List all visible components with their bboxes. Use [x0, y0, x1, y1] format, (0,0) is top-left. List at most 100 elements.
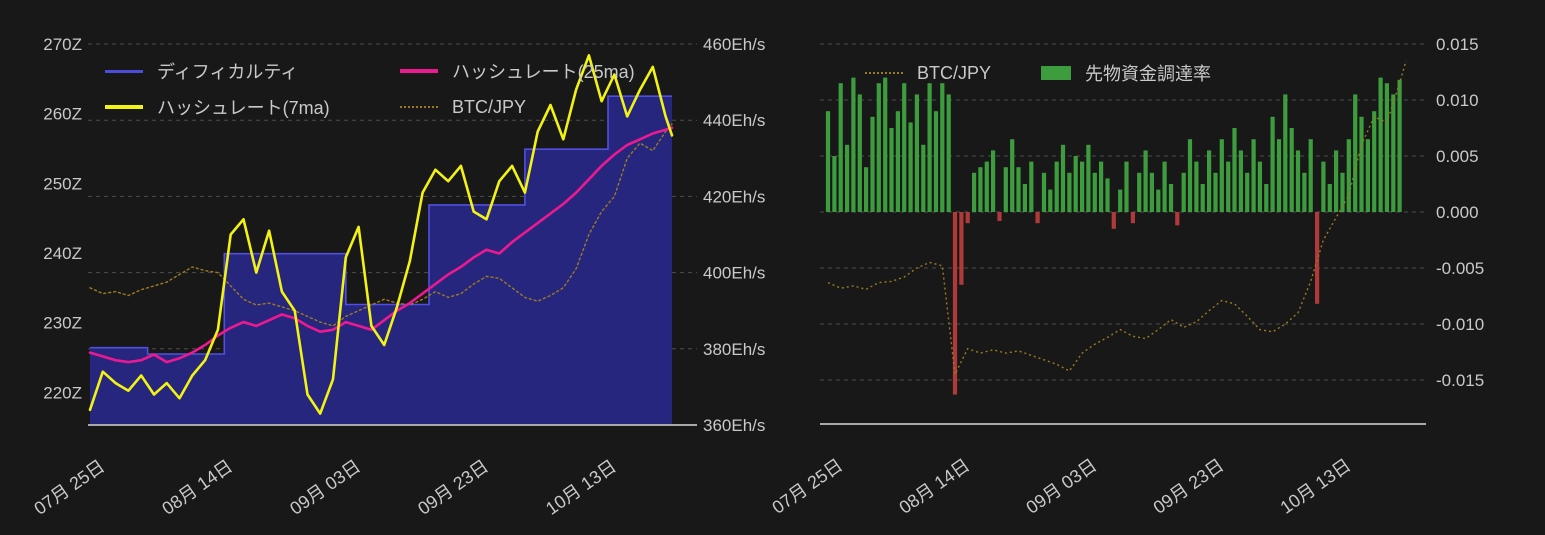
- funding-bar: [908, 122, 913, 212]
- funding-bar: [1346, 139, 1351, 212]
- legend-label: ハッシュレート(7ma): [157, 98, 330, 118]
- legend-label: BTC/JPY: [917, 62, 992, 83]
- y-left-tick-label: 230Z: [43, 314, 82, 333]
- funding-bar: [978, 167, 983, 212]
- funding-bar: [895, 111, 900, 212]
- funding-bar: [1054, 161, 1059, 212]
- funding-bar: [1270, 116, 1275, 212]
- legend-label: ディフィカルティ: [157, 62, 299, 82]
- funding-bar: [946, 94, 951, 212]
- funding-bar: [1340, 172, 1345, 212]
- legend-label: 先物資金調達率: [1085, 64, 1212, 84]
- legend-label: BTC/JPY: [452, 96, 527, 117]
- funding-bar: [1384, 83, 1389, 212]
- funding-bar: [1232, 128, 1237, 212]
- funding-bar: [851, 77, 856, 212]
- funding-bar: [933, 111, 939, 212]
- x-tick-label: 08月 14日: [895, 455, 973, 518]
- y-right-tick-label: 0.015: [1436, 35, 1479, 54]
- funding-bar: [1207, 150, 1212, 212]
- legend-item[interactable]: BTC/JPY: [400, 94, 635, 120]
- btc-jpy-line: [89, 123, 673, 327]
- y-right-tick-label: -0.010: [1436, 315, 1484, 334]
- funding-bar: [1029, 161, 1034, 212]
- funding-bar: [1372, 111, 1377, 212]
- funding-bar: [1308, 139, 1313, 212]
- funding-bar: [845, 144, 850, 212]
- funding-bar: [1048, 189, 1053, 212]
- funding-bar: [940, 83, 945, 212]
- funding-bar: [838, 83, 843, 212]
- y-right-tick-label: 440Eh/s: [703, 111, 765, 130]
- difficulty-area: [90, 96, 672, 425]
- x-tick-label: 10月 13日: [1277, 455, 1355, 518]
- funding-bar: [997, 212, 1002, 221]
- funding-bar: [1181, 172, 1186, 212]
- funding-bar: [991, 150, 996, 212]
- funding-bar: [883, 77, 888, 212]
- funding-bar: [1295, 150, 1301, 212]
- funding-bar: [1003, 167, 1008, 212]
- funding-bar: [1283, 94, 1288, 212]
- funding-bar: [1327, 184, 1332, 212]
- funding-bar: [1391, 94, 1396, 212]
- funding-bar: [1276, 139, 1282, 212]
- x-tick-label: 09月 03日: [286, 456, 364, 519]
- funding-bar: [1099, 161, 1104, 212]
- y-left-tick-label: 270Z: [43, 35, 82, 54]
- btc-jpy-line: [827, 60, 1407, 376]
- funding-bar: [1365, 139, 1370, 212]
- funding-bar: [1035, 212, 1040, 224]
- funding-bar: [902, 83, 907, 212]
- funding-bar: [921, 144, 926, 212]
- funding-bar: [825, 111, 831, 212]
- funding-bar: [1143, 150, 1148, 212]
- funding-bar: [1162, 161, 1167, 212]
- x-tick-label: 09月 03日: [1022, 455, 1100, 518]
- funding-bar: [1118, 189, 1123, 212]
- funding-bar: [1080, 161, 1085, 212]
- y-left-tick-label: 240Z: [43, 244, 82, 263]
- hashrate-25ma-line: [88, 126, 674, 364]
- x-tick-label: 07月 25日: [30, 456, 108, 519]
- funding-bar: [1238, 150, 1243, 212]
- funding-bar: [1073, 156, 1078, 212]
- funding-bar: [832, 156, 837, 212]
- funding-bar: [1156, 189, 1161, 212]
- funding-bar: [1105, 178, 1110, 212]
- x-tick-label: 09月 23日: [1150, 455, 1228, 518]
- funding-rate-chart: 0.015 0.010 0.005 0.000 -0.005 -0.010 -0.015 07…: [770, 35, 1484, 518]
- funding-bar: [1289, 128, 1294, 212]
- funding-bar: [1060, 144, 1066, 212]
- funding-bar: [1041, 172, 1047, 212]
- legend-item[interactable]: BTC/JPY: [865, 60, 991, 86]
- funding-bar: [1092, 172, 1097, 212]
- y-right-tick-label: 420Eh/s: [703, 187, 765, 206]
- legend-swatch-icon: [400, 69, 438, 73]
- funding-bar: [1200, 184, 1205, 212]
- legend-item[interactable]: ディフィカルティ: [105, 58, 400, 84]
- funding-bar: [1086, 144, 1091, 212]
- funding-bar: [1359, 116, 1364, 212]
- legend-item[interactable]: ハッシュレート(25ma): [400, 58, 635, 84]
- funding-bar: [1321, 161, 1326, 212]
- funding-bar: [972, 172, 977, 212]
- difficulty-hashrate-chart: 220Z 230Z 240Z 250Z 260Z 270Z 360Eh/s 380Eh/s 40…: [30, 35, 765, 519]
- funding-bar: [1251, 139, 1256, 212]
- funding-bar: [870, 116, 875, 212]
- legend-item[interactable]: ハッシュレート(7ma): [105, 94, 400, 120]
- funding-bar: [1149, 172, 1154, 212]
- funding-bar: [1124, 161, 1129, 212]
- funding-bar: [1010, 139, 1015, 212]
- funding-bar: [1353, 94, 1358, 212]
- legend-item[interactable]: 先物資金調達率: [1041, 60, 1211, 86]
- legend-swatch-icon: [105, 105, 143, 109]
- x-tick-label: 10月 13日: [542, 456, 620, 519]
- legend-swatch-icon: [865, 72, 903, 74]
- difficulty-line: [90, 95, 672, 355]
- funding-bar: [1226, 161, 1231, 212]
- funding-bar: [1245, 172, 1250, 212]
- legend-swatch-icon: [1041, 66, 1072, 80]
- y-right-tick-label: -0.015: [1436, 371, 1484, 390]
